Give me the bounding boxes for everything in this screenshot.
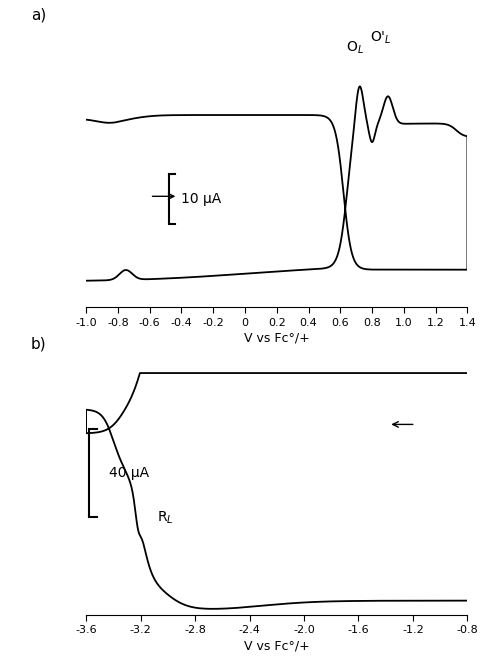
Text: R$_L$: R$_L$ bbox=[157, 510, 174, 526]
Text: 10 μA: 10 μA bbox=[182, 192, 222, 206]
X-axis label: V vs Fc°/+: V vs Fc°/+ bbox=[244, 639, 309, 652]
X-axis label: V vs Fc°/+: V vs Fc°/+ bbox=[244, 332, 309, 345]
Text: b): b) bbox=[31, 336, 46, 351]
Text: O$_L$: O$_L$ bbox=[346, 39, 364, 56]
Text: O'$_L$: O'$_L$ bbox=[370, 29, 392, 46]
Text: a): a) bbox=[31, 7, 46, 22]
Text: 40 μA: 40 μA bbox=[109, 466, 150, 480]
